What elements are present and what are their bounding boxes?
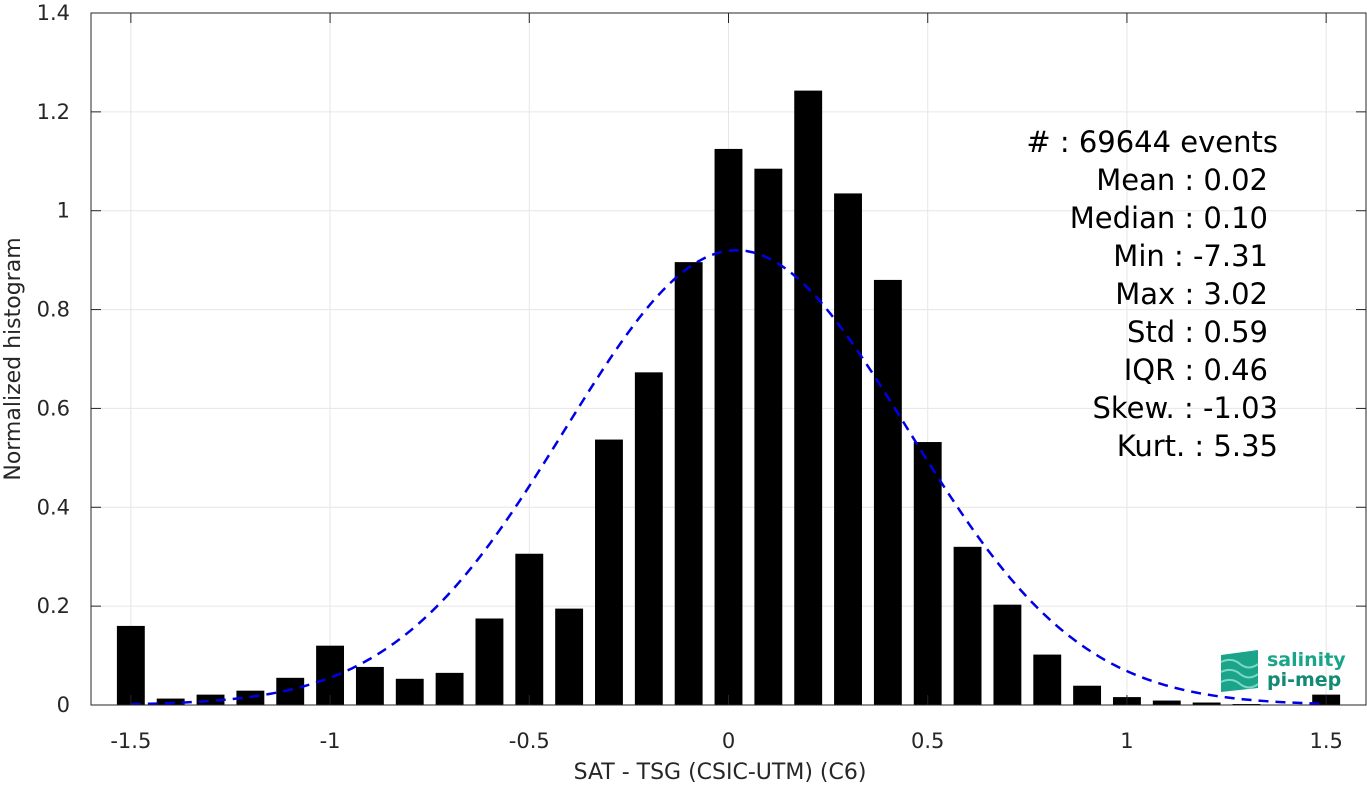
y-tick-label: 0.2 [37,594,70,618]
x-axis-title: SAT - TSG (CSIC-UTM) (C6) [574,760,867,785]
y-tick-label: 1.2 [37,100,70,124]
stat-line: Mean : 0.02 [1096,163,1268,197]
stat-line: Min : -7.31 [1113,239,1268,273]
histogram-bar [1033,654,1062,705]
histogram-bar [913,442,942,705]
stat-line: Max : 3.02 [1115,277,1268,311]
histogram-bar [395,678,424,705]
stat-line: IQR : 0.46 [1124,353,1268,387]
statistics-box: # : 69644 events Mean : 0.02 Median : 0.10… [1026,125,1278,463]
y-tick-label: 0.8 [37,298,70,322]
x-tick-label: 1.5 [1309,729,1342,753]
y-tick-label: 1.4 [37,1,70,25]
histogram-bar [834,193,862,705]
x-tick-labels: -1.5 -1 -0.5 0 0.5 1 1.5 [110,729,1343,753]
y-tick-label: 0.4 [37,495,70,519]
histogram-bar [1073,685,1102,705]
x-tick-label: 1 [1120,729,1133,753]
histogram-bar [475,618,504,705]
logo-line1: salinity [1267,649,1346,671]
stat-line: Std : 0.59 [1127,315,1268,349]
y-tick-label: 0.6 [37,396,70,420]
histogram-bar [873,279,902,705]
logo-line2: pi-mep [1267,669,1341,691]
logo-wave-icon [1220,650,1259,692]
stat-line: # : 69644 events [1026,125,1278,159]
x-tick-label: 0 [722,729,735,753]
histogram-bar [993,604,1022,705]
bars [116,90,1341,706]
histogram-bar [754,168,783,705]
x-tick-label: -0.5 [509,729,550,753]
stat-line: Skew. : -1.03 [1092,391,1278,425]
histogram-bar [555,608,584,705]
histogram-bar [953,546,982,705]
stat-line: Kurt. : 5.35 [1117,429,1278,463]
stat-line: Median : 0.10 [1070,201,1268,235]
x-tick-label: -1.5 [110,729,151,753]
x-tick-label: -1 [320,729,341,753]
histogram-bar [794,90,823,706]
histogram-bar [276,677,305,705]
gaussian-fit-curve [130,249,1327,706]
histogram-bar [595,439,623,705]
histogram-bar [196,694,225,705]
y-tick-labels: 0 0.2 0.4 0.6 0.8 1 1.2 1.4 [37,1,70,717]
histogram-bar [714,148,743,705]
x-tick-label: 0.5 [911,729,944,753]
histogram-bar [1152,700,1181,705]
histogram-bar [355,666,384,705]
axes [90,12,1367,706]
histogram-bar [515,553,544,705]
y-tick-label: 1 [57,199,70,223]
histogram-bar [116,625,145,705]
y-axis-title: Normalized histogram [1,237,26,480]
histogram-bar [435,672,464,705]
histogram-bar [674,262,703,705]
histogram-bar [156,698,185,705]
histogram-bar [634,372,663,705]
y-tick-label: 0 [57,693,70,717]
histogram-bar [1192,702,1221,705]
salinity-pi-mep-logo: salinity pi-mep [1220,649,1346,692]
